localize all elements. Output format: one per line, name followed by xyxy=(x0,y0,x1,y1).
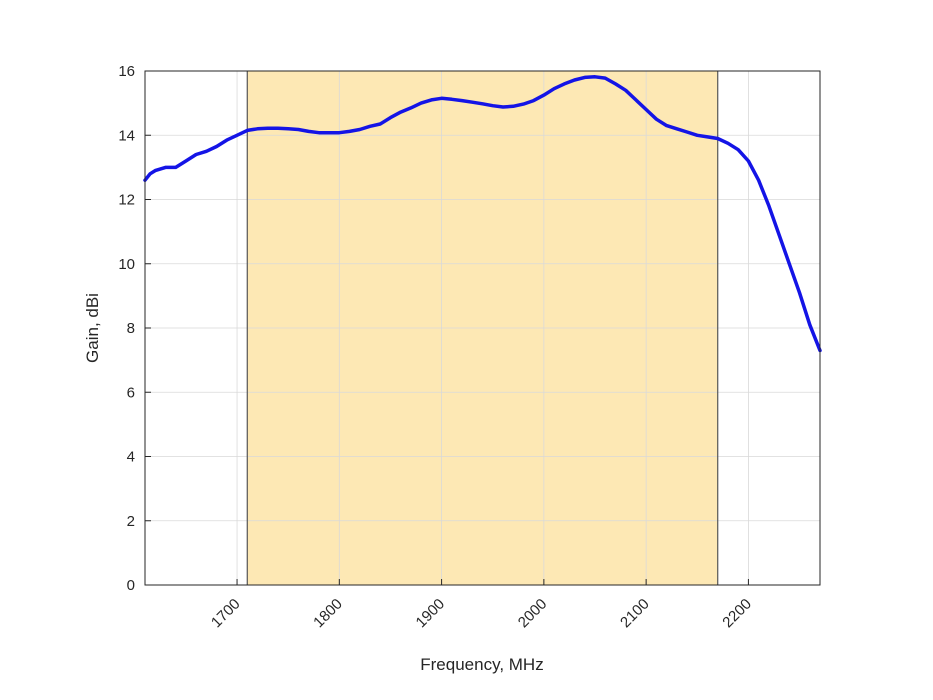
y-tick-label: 10 xyxy=(118,256,135,273)
x-tick-label: 2100 xyxy=(617,596,653,632)
y-tick-label: 8 xyxy=(127,320,135,337)
x-axis-ticks: 1700 1800 1900 2000 2100 2200 xyxy=(208,579,755,631)
x-tick-label: 1700 xyxy=(208,596,244,632)
x-axis-label: Frequency, MHz xyxy=(420,655,543,674)
y-tick-label: 6 xyxy=(127,384,135,401)
y-tick-label: 4 xyxy=(127,449,135,466)
x-tick-label: 2000 xyxy=(515,596,551,632)
y-tick-label: 2 xyxy=(127,513,135,530)
y-axis-ticks: 0 2 4 6 8 10 12 14 16 xyxy=(118,63,151,594)
y-tick-label: 12 xyxy=(118,192,135,209)
y-tick-label: 0 xyxy=(127,577,135,594)
gain-series-line xyxy=(143,75,822,353)
y-axis-label: Gain, dBi xyxy=(83,293,102,363)
x-tick-label: 2200 xyxy=(719,596,755,632)
y-tick-label: 16 xyxy=(118,63,135,80)
x-tick-label: 1800 xyxy=(310,596,346,632)
y-tick-label: 14 xyxy=(118,127,135,144)
x-tick-label: 1900 xyxy=(413,596,449,632)
